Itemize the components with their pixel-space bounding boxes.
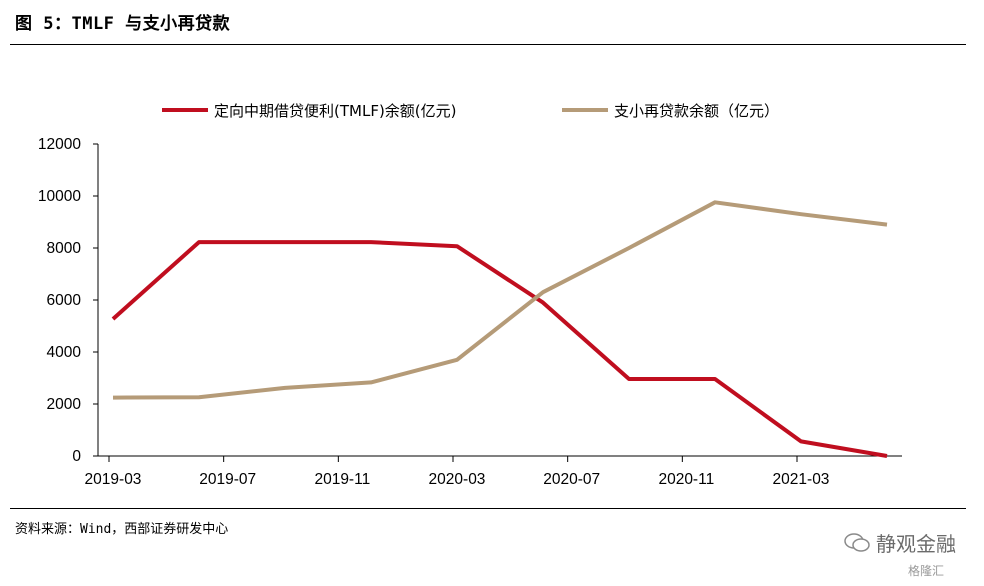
x-tick-label: 2019-03 bbox=[85, 471, 142, 488]
watermark: 静观金融 bbox=[844, 528, 956, 557]
legend-label-relending: 支小再贷款余额（亿元） bbox=[614, 102, 779, 120]
legend-label-tmlf: 定向中期借贷便利(TMLF)余额(亿元) bbox=[214, 102, 457, 120]
x-tick-label: 2019-07 bbox=[199, 471, 256, 488]
line-chart: 定向中期借贷便利(TMLF)余额(亿元) 支小再贷款余额（亿元） 0 2000 40… bbox=[38, 102, 902, 488]
x-tick-label: 2020-07 bbox=[543, 471, 600, 488]
series-layer bbox=[111, 200, 888, 458]
y-tick-label: 8000 bbox=[47, 240, 82, 257]
x-tick-label: 2020-11 bbox=[658, 471, 714, 488]
x-tick-label: 2019-11 bbox=[314, 471, 370, 488]
bottom-rule bbox=[10, 508, 966, 509]
source-note: 资料来源：Wind，西部证券研发中心 bbox=[15, 522, 229, 537]
y-tick-label: 10000 bbox=[38, 188, 81, 205]
chart-legend: 定向中期借贷便利(TMLF)余额(亿元) 支小再贷款余额（亿元） bbox=[162, 102, 779, 120]
y-tick-label: 12000 bbox=[38, 136, 81, 153]
series-line-relending bbox=[112, 200, 888, 400]
x-tick-label: 2020-03 bbox=[429, 471, 486, 488]
x-axis: 2019-03 2019-07 2019-11 2020-03 2020-07 2020-… bbox=[85, 455, 902, 488]
y-tick-label: 4000 bbox=[47, 344, 82, 361]
y-tick-label: 0 bbox=[72, 448, 81, 465]
figure-title: 图 5：TMLF 与支小再贷款 bbox=[15, 14, 231, 34]
y-tick-label: 2000 bbox=[47, 396, 82, 413]
top-rule bbox=[10, 44, 966, 45]
wechat-icon bbox=[844, 532, 870, 552]
x-tick-label: 2021-03 bbox=[773, 471, 830, 488]
y-tick-label: 6000 bbox=[47, 292, 82, 309]
y-axis: 0 2000 4000 6000 8000 10000 12000 bbox=[38, 136, 99, 465]
watermark-logo: 格隆汇 bbox=[907, 564, 944, 578]
watermark-text: 静观金融 bbox=[876, 532, 956, 556]
series-line-tmlf bbox=[111, 240, 888, 458]
